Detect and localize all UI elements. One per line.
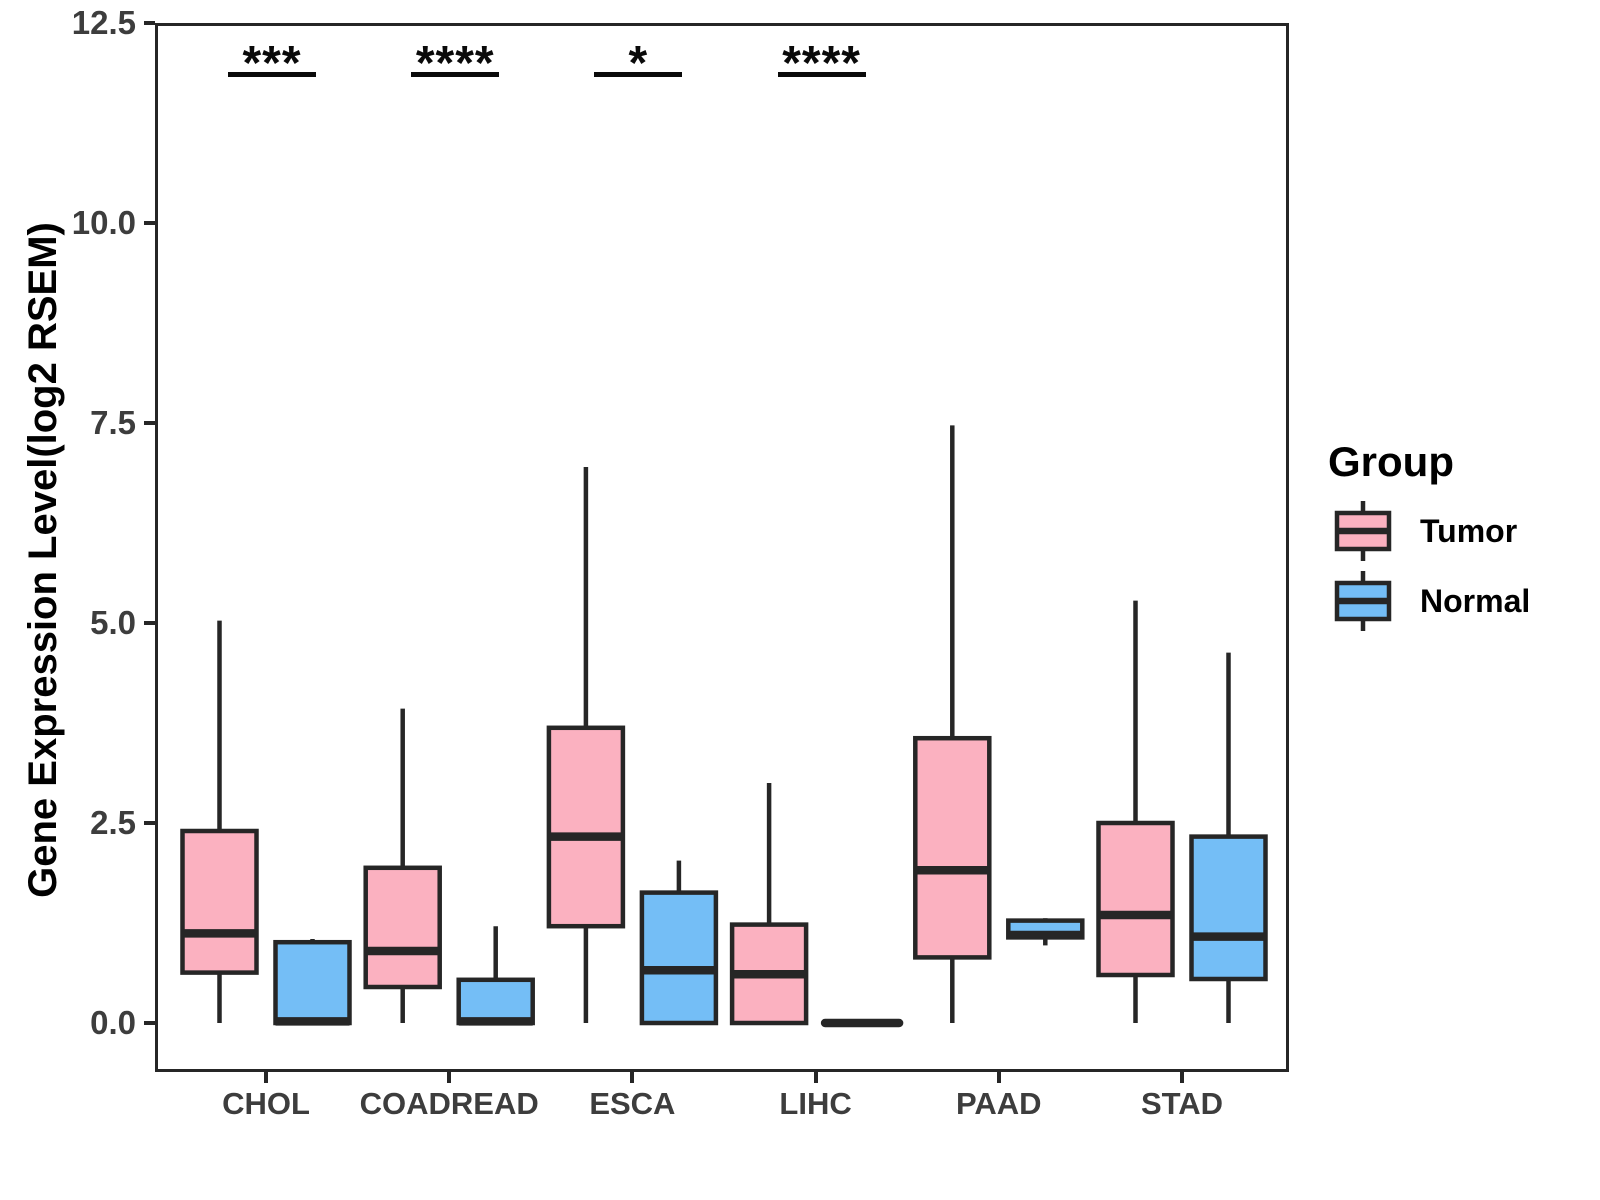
y-tick-label-2.5: 2.5 [90,804,136,841]
box-tumor-ESCA [546,725,626,929]
legend: Group Tumor Normal [1322,438,1530,640]
significance-stars-LIHC: **** [782,37,861,90]
x-tick-label-LIHC: LIHC [779,1086,852,1121]
legend-swatch-normal [1334,570,1392,632]
y-tick-mark-10.0 [144,221,155,225]
y-tick-mark-5.0 [144,621,155,625]
x-tick-mark-ESCA [630,1072,635,1083]
legend-entry-normal: Normal [1322,570,1530,632]
y-tick-label-12.5: 12.5 [71,4,136,41]
legend-swatch-tumor [1334,500,1392,562]
legend-label-normal: Normal [1420,583,1531,619]
y-tick-mark-12.5 [144,21,155,25]
x-tick-mark-PAAD [996,1072,1001,1083]
y-tick-label-7.5: 7.5 [90,404,136,441]
significance-bar-ESCA [594,72,683,77]
y-axis-title: Gene Expression Level(log2 RSEM) [21,222,65,898]
significance-bar-CHOL [228,72,316,77]
x-tick-mark-CHOL [264,1072,268,1083]
x-tick-label-STAD: STAD [1140,1086,1224,1121]
y-tick-mark-7.5 [144,421,155,425]
box-tumor-PAAD [913,735,992,960]
y-tick-label-5.0: 5.0 [90,604,136,641]
x-tick-mark-COADREAD [447,1072,452,1083]
box-normal-CHOL [273,939,352,1026]
x-tick-label-ESCA: ESCA [589,1086,676,1121]
box-normal-COADREAD [456,977,535,1026]
legend-entry-tumor: Tumor [1322,500,1530,562]
y-tick-mark-2.5 [144,821,155,825]
box-tumor-COADREAD [363,865,442,990]
legend-label-tumor: Tumor [1420,513,1518,549]
x-tick-label-CHOL: CHOL [222,1086,310,1121]
legend-title: Group [1328,438,1454,485]
significance-bar-LIHC [777,72,866,77]
box-normal-ESCA [639,890,719,1026]
significance-bar-COADREAD [411,72,500,77]
x-tick-mark-STAD [1180,1072,1184,1083]
y-tick-label-10.0: 10.0 [71,204,136,241]
x-tick-label-PAAD: PAAD [956,1086,1042,1121]
y-tick-mark-0.0 [144,1021,155,1025]
boxplot-canvas [180,425,1268,1028]
significance-stars-ESCA: * [628,37,649,90]
legend-boxplot-icon [1334,501,1392,561]
legend-entries: Tumor Normal [1322,500,1530,632]
box-normal-STAD [1189,834,1268,982]
plot-panel [155,23,1289,1072]
box-tumor-CHOL [180,828,259,975]
legend-boxplot-icon [1334,571,1392,631]
x-tick-mark-LIHC [813,1072,818,1083]
significance-stars-COADREAD: **** [415,37,495,90]
box-tumor-STAD [1096,820,1175,978]
x-tick-label-COADREAD: COADREAD [359,1086,539,1121]
y-tick-label-0.0: 0.0 [90,1004,136,1041]
significance-stars-CHOL: *** [242,37,302,90]
